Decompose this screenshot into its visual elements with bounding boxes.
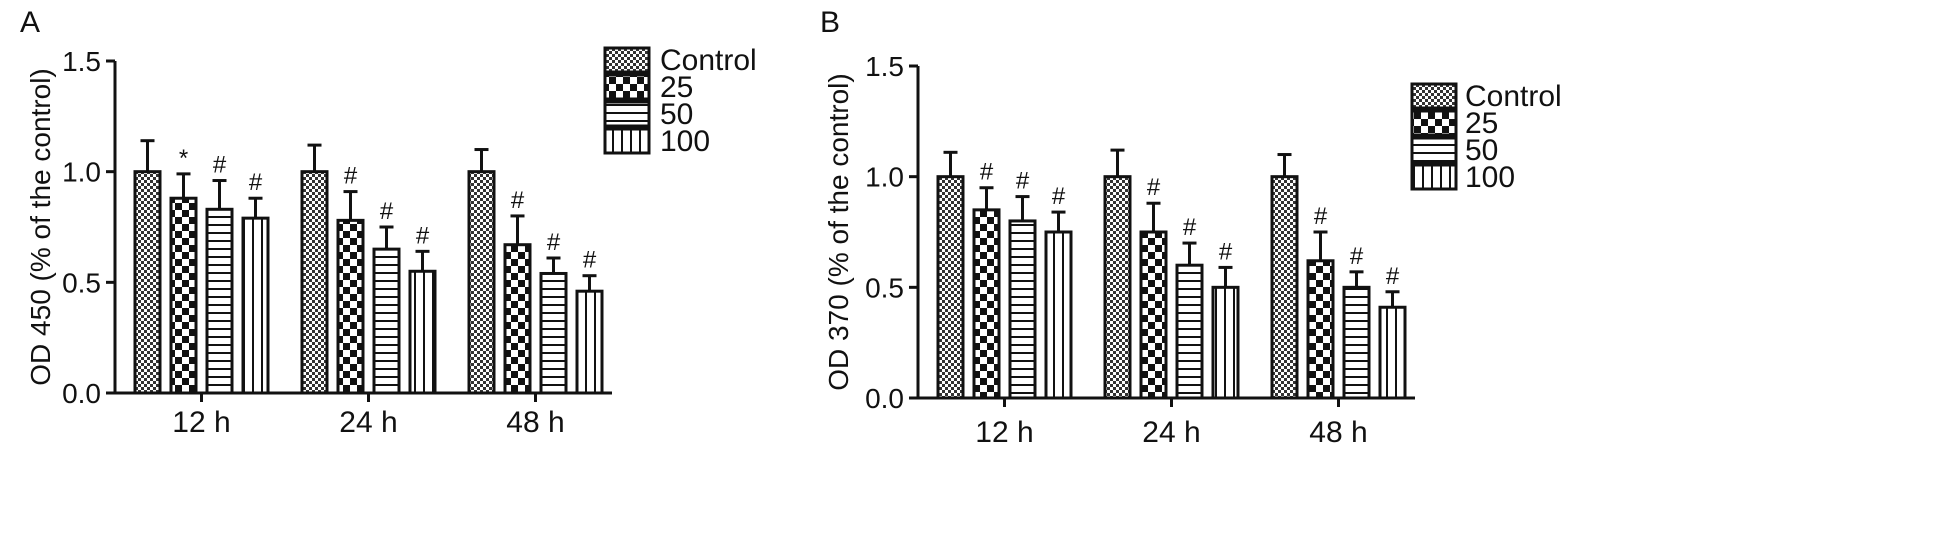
bar <box>575 289 604 395</box>
significance-label: # <box>213 152 227 179</box>
significance-label: * <box>179 145 188 172</box>
y-tick-label: 1.0 <box>62 157 101 188</box>
bar <box>1044 230 1073 400</box>
bar <box>972 208 1001 400</box>
y-tick-label: 0.5 <box>62 267 101 298</box>
bar <box>169 196 198 395</box>
bar <box>1008 219 1037 400</box>
bar <box>1378 305 1407 400</box>
legend-label: Control <box>1465 80 1562 113</box>
legend-swatch <box>603 100 651 128</box>
significance-label: # <box>380 198 394 225</box>
y-tick-label: 0.5 <box>865 272 904 303</box>
bar <box>1306 259 1335 400</box>
x-tick-label: 24 h <box>339 406 397 439</box>
significance-label: # <box>1052 183 1066 210</box>
legend-swatch <box>603 46 651 74</box>
x-tick-label: 12 h <box>172 406 230 439</box>
y-tick-label: 1.0 <box>865 162 904 193</box>
legend-label: 50 <box>660 98 693 131</box>
significance-label: # <box>980 159 994 186</box>
y-tick-label: 0.0 <box>62 378 101 409</box>
legend-swatch <box>1410 82 1458 110</box>
x-tick-label: 12 h <box>975 416 1033 449</box>
bar <box>1103 175 1132 400</box>
significance-label: # <box>511 187 525 214</box>
bar <box>1211 285 1240 400</box>
bar <box>936 175 965 400</box>
panel-label: A <box>20 6 40 39</box>
significance-label: # <box>416 222 430 249</box>
legend-label: 100 <box>660 125 710 158</box>
x-tick-label: 24 h <box>1142 416 1200 449</box>
legend-swatch <box>603 127 651 155</box>
y-tick-label: 0.0 <box>865 383 904 414</box>
bar <box>1342 285 1371 400</box>
legend-swatch <box>1410 136 1458 164</box>
bar <box>133 170 162 395</box>
y-tick-label: 1.5 <box>865 51 904 82</box>
significance-label: # <box>1219 238 1233 265</box>
bar <box>1270 175 1299 400</box>
bar <box>205 207 234 395</box>
legend-label: 50 <box>1465 134 1498 167</box>
significance-label: # <box>547 229 561 256</box>
legend-label: 25 <box>1465 107 1498 140</box>
x-tick-label: 48 h <box>506 406 564 439</box>
y-axis-title: OD 450 (% of the control) <box>25 68 56 385</box>
significance-label: # <box>1314 203 1328 230</box>
bar <box>241 216 270 395</box>
bar <box>1175 263 1204 400</box>
x-tick-label: 48 h <box>1309 416 1367 449</box>
panel-label: B <box>820 6 840 39</box>
significance-label: # <box>1147 174 1161 201</box>
significance-label: # <box>1016 168 1030 195</box>
bar <box>539 271 568 395</box>
bar <box>503 243 532 395</box>
legend-label: 100 <box>1465 161 1515 194</box>
y-tick-label: 1.5 <box>62 46 101 77</box>
bar <box>300 170 329 395</box>
bar <box>467 170 496 395</box>
bar <box>408 269 437 395</box>
bar <box>336 218 365 395</box>
legend-label: Control <box>660 44 757 77</box>
significance-label: # <box>1183 214 1197 241</box>
significance-label: # <box>583 247 597 274</box>
bar <box>1139 230 1168 400</box>
significance-label: # <box>1386 263 1400 290</box>
legend-swatch <box>603 73 651 101</box>
chart-panel-B: B 0.0 0.5 1.0 1.5 OD 370 (% of the control) # #… <box>820 6 1562 449</box>
legend-label: 25 <box>660 71 693 104</box>
significance-label: # <box>249 169 263 196</box>
legend-swatch <box>1410 109 1458 137</box>
y-axis-title: OD 370 (% of the control) <box>823 73 854 390</box>
significance-label: # <box>1350 243 1364 270</box>
bar <box>372 247 401 395</box>
chart-panel-A: A 0.0 0.5 1.0 1.5OD 450 (% of the control) * #… <box>20 6 757 439</box>
significance-label: # <box>344 163 358 190</box>
legend-swatch <box>1410 163 1458 191</box>
